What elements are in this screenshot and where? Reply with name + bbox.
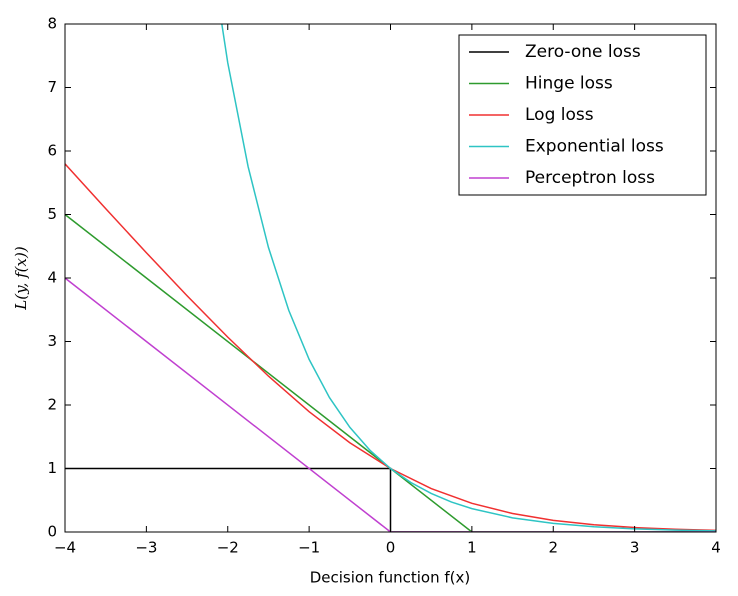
line-series [65,467,716,532]
y-tick-label: 8 [47,15,57,33]
y-tick-label: 7 [47,78,57,96]
y-tick-label: 5 [47,205,57,223]
x-axis-label: Decision function f(x) [310,569,471,587]
y-tick-label: 4 [47,269,57,287]
x-tick-label: −2 [217,539,239,557]
y-tick-label: 3 [47,332,57,350]
y-tick-label: 1 [47,459,57,477]
y-tick-label: 0 [47,523,57,541]
x-tick-label: 4 [711,539,721,557]
x-tick-label: 3 [630,539,640,557]
legend-label: Hinge loss [525,74,613,94]
line-series [65,213,716,532]
y-axis-label: L(y, f(x)) [12,246,30,311]
line-series [65,277,716,532]
legend-label: Perceptron loss [525,168,655,188]
legend-label: Log loss [525,105,594,125]
x-tick-label: 2 [548,539,558,557]
x-tick-label: 1 [467,539,477,557]
line-series [221,24,716,532]
y-tick-label: 6 [47,142,57,160]
plot-area [65,24,716,532]
x-tick-label: −3 [135,539,157,557]
legend-label: Zero-one loss [525,42,641,62]
x-tick-label: −4 [54,539,76,557]
y-tick-label: 2 [47,396,57,414]
legend-label: Exponential loss [525,137,664,157]
x-tick-label: −1 [298,539,320,557]
x-tick-label: 0 [386,539,396,557]
